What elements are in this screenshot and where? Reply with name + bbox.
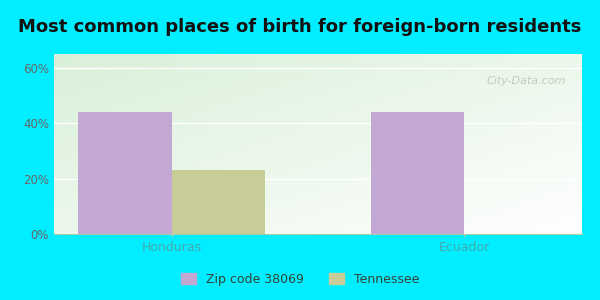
Text: Most common places of birth for foreign-born residents: Most common places of birth for foreign-… (19, 18, 581, 36)
Text: City-Data.com: City-Data.com (487, 76, 566, 85)
Legend: Zip code 38069, Tennessee: Zip code 38069, Tennessee (176, 268, 424, 291)
Bar (371, 112, 464, 234)
Bar (78, 112, 172, 234)
Bar (172, 170, 265, 234)
